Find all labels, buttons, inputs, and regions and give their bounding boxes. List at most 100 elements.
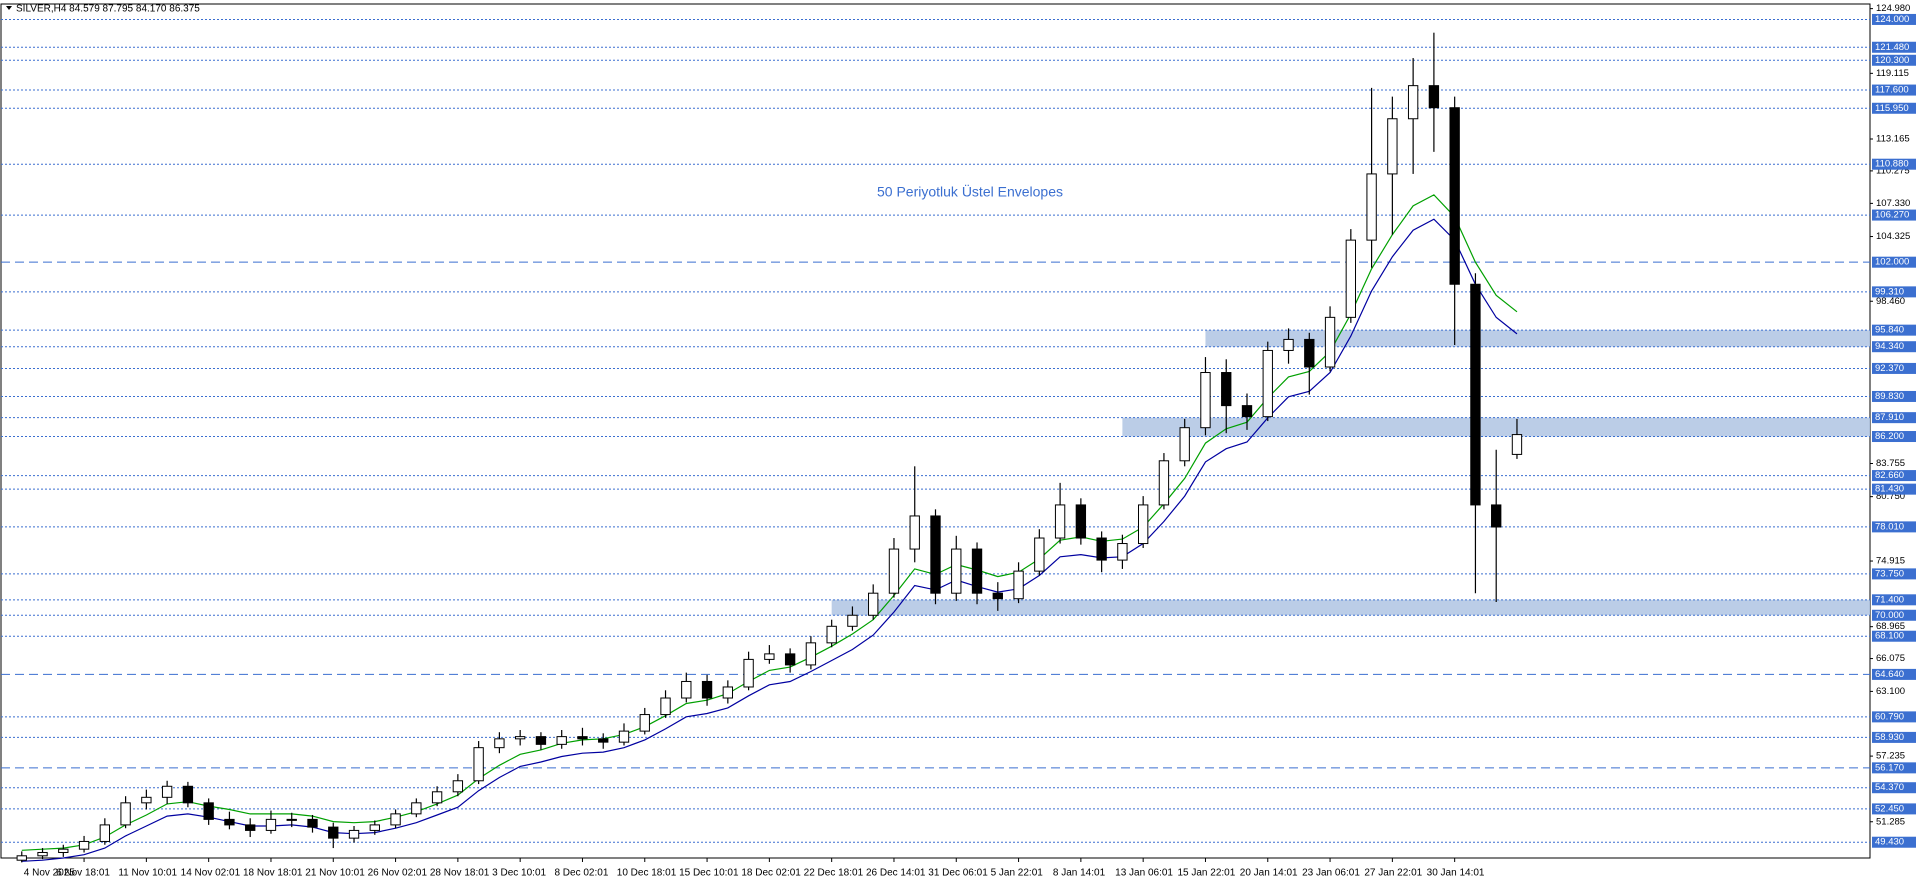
level-label: 68.100 bbox=[1875, 631, 1904, 642]
y-tick-label: 113.165 bbox=[1876, 134, 1910, 145]
candle-body bbox=[494, 738, 505, 749]
level-label: 64.640 bbox=[1875, 669, 1904, 680]
zone bbox=[1122, 417, 1870, 437]
level-box bbox=[1872, 102, 1916, 114]
candle-body bbox=[1283, 338, 1294, 351]
y-tick-label: 83.755 bbox=[1876, 458, 1905, 469]
candle-body bbox=[888, 548, 900, 594]
candle-body bbox=[660, 697, 671, 716]
candle-body bbox=[1117, 543, 1128, 561]
level-box bbox=[1872, 412, 1916, 424]
x-tick-label: 23 Jan 06:01 bbox=[1302, 868, 1360, 879]
candle-body bbox=[348, 829, 360, 839]
envelope-line bbox=[21, 218, 1518, 862]
level-box bbox=[1872, 209, 1916, 221]
candle-body bbox=[826, 625, 837, 644]
candle-body bbox=[681, 680, 692, 699]
candle-body bbox=[1324, 316, 1336, 368]
level-label: 58.930 bbox=[1875, 732, 1904, 743]
candle-body bbox=[1137, 504, 1149, 545]
level-box bbox=[1872, 711, 1916, 723]
x-tick-label: 18 Dec 02:01 bbox=[741, 868, 801, 879]
x-tick-label: 15 Dec 10:01 bbox=[679, 868, 739, 879]
candle-body bbox=[556, 736, 567, 745]
level-box bbox=[1872, 431, 1916, 443]
x-tick-label: 27 Jan 22:01 bbox=[1364, 868, 1422, 879]
candle-body bbox=[1075, 504, 1087, 539]
x-tick-label: 4 Nov 2025 bbox=[24, 868, 76, 879]
candle-body bbox=[1491, 504, 1502, 528]
y-tick-label: 63.100 bbox=[1876, 686, 1905, 697]
y-tick-label: 104.325 bbox=[1876, 231, 1910, 242]
level-box bbox=[1872, 84, 1916, 96]
candle-body bbox=[1262, 349, 1273, 418]
candle-body bbox=[639, 714, 650, 732]
candle-body bbox=[1407, 85, 1419, 120]
x-tick-label: 6 Nov 18:01 bbox=[56, 868, 110, 879]
level-box bbox=[1872, 41, 1916, 53]
candle-body bbox=[1013, 570, 1024, 600]
level-box bbox=[1872, 341, 1916, 353]
zone bbox=[1205, 330, 1870, 347]
level-box bbox=[1872, 836, 1916, 848]
candle-body bbox=[141, 796, 152, 804]
level-box bbox=[1872, 594, 1916, 606]
level-label: 89.830 bbox=[1875, 391, 1904, 402]
level-label: 70.000 bbox=[1875, 610, 1904, 621]
candle-body bbox=[784, 653, 796, 666]
candle-body bbox=[1241, 405, 1253, 418]
level-label: 56.170 bbox=[1875, 762, 1904, 773]
zone bbox=[831, 599, 1870, 616]
level-label: 95.840 bbox=[1875, 325, 1904, 336]
x-tick-label: 30 Jan 14:01 bbox=[1427, 868, 1485, 879]
level-label: 110.880 bbox=[1875, 159, 1909, 170]
candle-body bbox=[286, 818, 297, 821]
y-tick-label: 124.980 bbox=[1876, 3, 1910, 14]
candle-body bbox=[847, 614, 858, 627]
x-tick-label: 22 Dec 18:01 bbox=[804, 868, 864, 879]
x-tick-label: 5 Jan 22:01 bbox=[991, 868, 1044, 879]
candle-body bbox=[805, 642, 817, 666]
level-label: 120.300 bbox=[1875, 55, 1909, 66]
level-box bbox=[1872, 630, 1916, 642]
x-tick-label: 8 Jan 14:01 bbox=[1053, 868, 1106, 879]
menu-arrow[interactable] bbox=[6, 6, 12, 10]
x-tick-label: 10 Dec 18:01 bbox=[617, 868, 677, 879]
level-label: 81.430 bbox=[1875, 484, 1904, 495]
candle-body bbox=[1428, 85, 1440, 109]
candle-body bbox=[245, 824, 256, 831]
y-tick-label: 74.915 bbox=[1876, 556, 1905, 567]
candle-body bbox=[431, 791, 443, 804]
level-box bbox=[1872, 731, 1916, 743]
y-tick-label: 98.460 bbox=[1876, 296, 1905, 307]
candle-body bbox=[1034, 537, 1045, 572]
candle-body bbox=[868, 592, 879, 616]
candle-body bbox=[203, 802, 214, 820]
candle-body bbox=[722, 686, 734, 699]
y-tick-label: 80.750 bbox=[1876, 491, 1905, 502]
level-box bbox=[1872, 256, 1916, 268]
level-box bbox=[1872, 362, 1916, 374]
candle-body bbox=[99, 824, 111, 842]
x-tick-label: 31 Dec 06:01 bbox=[928, 868, 988, 879]
candle-body bbox=[535, 736, 547, 745]
candle-body bbox=[764, 653, 775, 660]
level-box bbox=[1872, 324, 1916, 336]
x-tick-label: 28 Nov 18:01 bbox=[430, 868, 490, 879]
x-tick-label: 8 Dec 02:01 bbox=[554, 868, 608, 879]
level-label: 71.400 bbox=[1875, 594, 1904, 605]
level-label: 117.600 bbox=[1875, 85, 1909, 96]
candle-body bbox=[1304, 338, 1315, 368]
candle-body bbox=[37, 851, 48, 857]
candle-body bbox=[390, 813, 401, 826]
candle-body bbox=[1449, 107, 1460, 285]
candle-body bbox=[1387, 118, 1398, 175]
level-box bbox=[1872, 609, 1916, 621]
candle-body bbox=[224, 818, 235, 826]
x-tick-label: 21 Nov 10:01 bbox=[305, 868, 365, 879]
level-box bbox=[1872, 390, 1916, 402]
level-label: 99.310 bbox=[1875, 286, 1904, 297]
level-box bbox=[1872, 286, 1916, 298]
candle-body bbox=[16, 855, 27, 861]
